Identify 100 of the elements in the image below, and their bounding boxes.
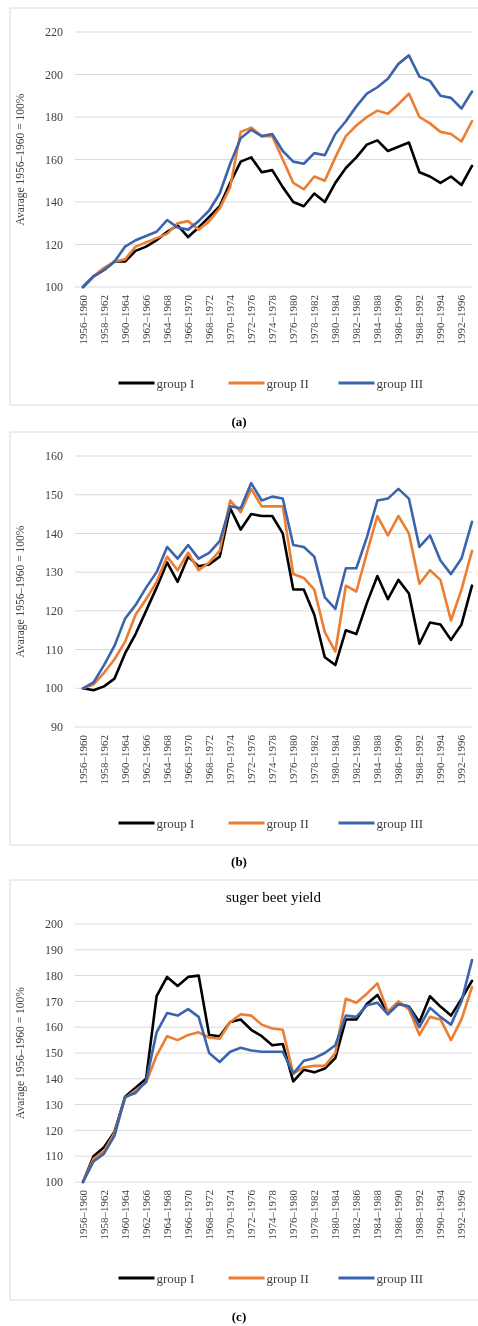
legend-label: group I (156, 1270, 195, 1286)
x-tick-label: 1982–1986 (350, 294, 363, 345)
y-tick-label: 160 (45, 1020, 63, 1035)
x-tick-label: 1982–1986 (350, 1189, 363, 1240)
x-tick-label: 1960–1964 (119, 1189, 132, 1240)
legend-label: group I (156, 815, 195, 831)
legend-label: group III (376, 1270, 424, 1286)
x-tick-label: 1988–1992 (413, 735, 426, 785)
x-tick-label: 1974–1978 (266, 734, 279, 785)
x-tick-label: 1964–1968 (161, 294, 174, 345)
x-tick-label: 1960–1964 (119, 734, 132, 785)
x-tick-label: 1976–1980 (287, 1189, 300, 1240)
x-tick-label: 1962–1966 (140, 294, 153, 345)
x-tick-label: 1966–1970 (182, 294, 195, 345)
y-axis-title: Avarage 1956–1960 = 100% (14, 93, 27, 226)
x-tick-label: 1974–1978 (266, 294, 279, 345)
x-tick-label: 1958–1962 (98, 735, 111, 785)
x-tick-label: 1956–1960 (77, 734, 89, 785)
x-tick-label: 1984–1988 (371, 294, 384, 345)
x-tick-label: 1978–1982 (308, 1190, 321, 1240)
x-tick-label: 1992–1996 (455, 734, 468, 785)
y-tick-label: 120 (45, 1123, 63, 1138)
text: (a) (231, 413, 247, 429)
y-tick-label: 220 (45, 25, 63, 40)
x-tick-label: 1960–1964 (119, 294, 132, 345)
x-tick-label: 1992–1996 (455, 1189, 468, 1240)
x-tick-label: 1988–1992 (413, 1190, 426, 1240)
y-tick-label: 150 (45, 1046, 63, 1061)
x-tick-label: 1968–1972 (203, 735, 216, 785)
y-tick-label: 140 (45, 1072, 63, 1086)
x-tick-label: 1958–1962 (98, 1190, 111, 1240)
x-tick-label: 1968–1972 (203, 1190, 216, 1240)
y-tick-label: 180 (45, 110, 63, 125)
y-tick-label: 160 (45, 449, 63, 464)
x-tick-label: 1980–1984 (329, 734, 342, 785)
y-tick-label: 110 (45, 1149, 63, 1164)
x-tick-label: 1972–1976 (245, 1189, 258, 1240)
y-axis-title: Avarage 1956–1960 = 100% (14, 986, 27, 1119)
x-tick-label: 1958–1962 (98, 295, 111, 345)
y-tick-label: 120 (45, 604, 63, 619)
legend-label: group II (266, 1270, 309, 1286)
y-axis-title: Avarage 1956–1960 = 100% (14, 525, 27, 658)
legend-label: group II (266, 815, 309, 831)
x-tick-label: 1966–1970 (182, 1189, 195, 1240)
y-tick-label: 90 (51, 720, 63, 735)
y-tick-label: 100 (45, 681, 63, 696)
x-tick-label: 1986–1990 (392, 1189, 405, 1240)
x-tick-label: 1990–1994 (434, 294, 447, 345)
legend-label: group II (266, 375, 309, 391)
x-tick-label: 1986–1990 (392, 734, 405, 785)
x-tick-label: 1984–1988 (371, 734, 384, 785)
chart-title: suger beet yield (226, 889, 322, 905)
x-tick-label: 1970–1974 (224, 294, 237, 345)
x-tick-label: 1990–1994 (434, 1189, 447, 1240)
x-tick-label: 1990–1994 (434, 734, 447, 785)
y-tick-label: 100 (45, 280, 63, 295)
y-tick-label: 180 (45, 968, 63, 983)
x-tick-label: 1980–1984 (329, 1189, 342, 1240)
x-tick-label: 1970–1974 (224, 1189, 237, 1240)
y-tick-label: 100 (45, 1175, 63, 1190)
x-tick-label: 1972–1976 (245, 734, 258, 785)
x-tick-label: 1974–1978 (266, 1189, 279, 1240)
x-tick-label: 1980–1984 (329, 294, 342, 345)
x-tick-label: 1972–1976 (245, 294, 258, 345)
y-tick-label: 160 (45, 152, 63, 167)
y-tick-label: 130 (45, 565, 63, 580)
x-tick-label: 1956–1960 (77, 294, 89, 345)
x-tick-label: 1992–1996 (455, 294, 468, 345)
text: (b) (231, 853, 247, 869)
y-tick-label: 170 (45, 994, 63, 1009)
x-tick-label: 1964–1968 (161, 734, 174, 785)
y-tick-label: 150 (45, 487, 63, 502)
x-tick-label: 1984–1988 (371, 1189, 384, 1240)
y-tick-label: 190 (45, 943, 63, 957)
x-tick-label: 1988–1992 (413, 295, 426, 345)
x-tick-label: 1962–1966 (140, 734, 153, 785)
x-tick-label: 1976–1980 (287, 734, 300, 785)
legend-label: group III (376, 375, 424, 391)
y-tick-label: 200 (45, 67, 63, 82)
x-tick-label: 1964–1968 (161, 1189, 174, 1240)
y-tick-label: 200 (45, 917, 63, 932)
x-tick-label: 1978–1982 (308, 735, 321, 785)
line-series (81, 54, 474, 289)
x-tick-label: 1970–1974 (224, 734, 237, 785)
legend-label: group III (376, 815, 424, 831)
y-tick-label: 110 (45, 642, 63, 657)
x-tick-label: 1982–1986 (350, 734, 363, 785)
legend-label: group I (156, 375, 195, 391)
x-tick-label: 1956–1960 (77, 1189, 89, 1240)
x-tick-label: 1976–1980 (287, 294, 300, 345)
x-tick-label: 1962–1966 (140, 1189, 153, 1240)
y-tick-label: 140 (45, 195, 63, 210)
x-tick-label: 1968–1972 (203, 295, 216, 345)
x-tick-label: 1978–1982 (308, 295, 321, 345)
x-tick-label: 1986–1990 (392, 294, 405, 345)
text: (c) (231, 1308, 247, 1324)
y-tick-label: 140 (45, 526, 63, 541)
y-tick-label: 120 (45, 237, 63, 252)
y-tick-label: 130 (45, 1097, 63, 1112)
x-tick-label: 1966–1970 (182, 734, 195, 785)
